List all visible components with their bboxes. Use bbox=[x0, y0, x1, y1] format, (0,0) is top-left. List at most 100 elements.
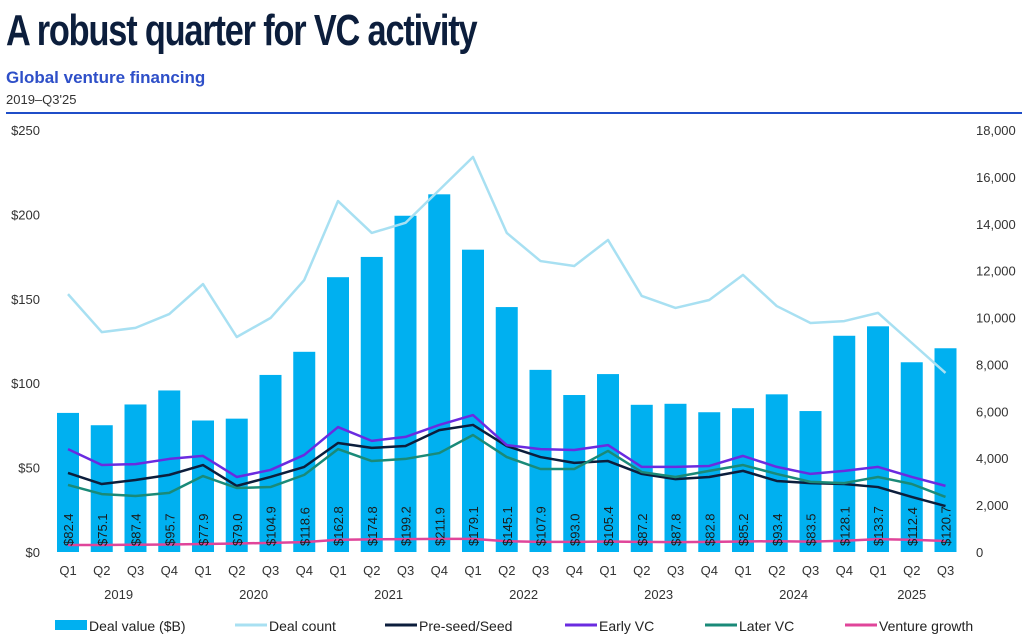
legend-label: Pre-seed/Seed bbox=[419, 618, 512, 634]
legend-item: Early VC bbox=[565, 618, 654, 634]
deal-value-bar bbox=[192, 420, 214, 552]
x-axis-quarter-label: Q3 bbox=[667, 563, 684, 578]
chart-subtitle: Global venture financing bbox=[6, 68, 206, 87]
deal-value-bar bbox=[563, 395, 586, 552]
deal-value-bar bbox=[529, 369, 552, 552]
deal-value-bar bbox=[495, 307, 518, 552]
deal-value-bar bbox=[867, 326, 889, 552]
x-axis-year-label: 2020 bbox=[239, 587, 268, 602]
legend: Deal value ($B) Deal count Pre-seed/Seed Ea… bbox=[55, 618, 973, 634]
x-axis-year-label: 2019 bbox=[104, 587, 133, 602]
x-axis-quarter-label: Q2 bbox=[903, 563, 920, 578]
bar-value-label: $93.4 bbox=[770, 513, 785, 546]
legend-label: Venture growth bbox=[879, 618, 973, 634]
x-axis-quarter-label: Q1 bbox=[194, 563, 211, 578]
bar-value-label: $93.0 bbox=[567, 513, 582, 546]
x-axis-quarter-label: Q1 bbox=[869, 563, 886, 578]
deal-value-bar bbox=[597, 374, 619, 552]
x-axis-quarter-label: Q3 bbox=[937, 563, 954, 578]
legend-item: Venture growth bbox=[845, 618, 973, 634]
deal-value-bar bbox=[158, 390, 181, 552]
x-axis-quarter-label: Q3 bbox=[532, 563, 549, 578]
bar-value-label: $199.2 bbox=[399, 506, 414, 546]
right-axis-tick-label: 10,000 bbox=[976, 311, 1016, 326]
x-axis-quarter-label: Q2 bbox=[363, 563, 380, 578]
legend-item: Deal value ($B) bbox=[55, 618, 186, 634]
x-axis-quarter-label: Q4 bbox=[296, 563, 313, 578]
deal-value-bar bbox=[57, 412, 79, 552]
deal-value-bar bbox=[90, 425, 113, 552]
right-axis-tick-label: 14,000 bbox=[976, 217, 1016, 232]
x-axis-quarter-label: Q4 bbox=[836, 563, 853, 578]
x-axis-year-label: 2021 bbox=[374, 587, 403, 602]
right-axis-tick-label: 12,000 bbox=[976, 264, 1016, 279]
series-lines bbox=[67, 155, 947, 547]
legend-item: Deal count bbox=[235, 618, 336, 634]
bar-value-label: $162.8 bbox=[331, 506, 346, 546]
deal-value-bar bbox=[462, 249, 484, 552]
later-vc-line bbox=[67, 433, 946, 499]
early-vc-line bbox=[67, 413, 946, 488]
x-axis-quarter-label: Q4 bbox=[701, 563, 718, 578]
date-range: 2019–Q3'25 bbox=[6, 92, 77, 107]
legend-label: Early VC bbox=[599, 618, 654, 634]
bar-value-label: $85.2 bbox=[736, 513, 751, 546]
legend-label: Deal count bbox=[269, 618, 336, 634]
x-axis: Q1 Q2 Q3 Q4 Q1 Q2 Q3 Q4 Q1 Q2 Q3 Q4 Q1 Q2 Q3 Q4 Q1 Q2 Q3 Q4… bbox=[59, 563, 954, 602]
deal-value-bar bbox=[327, 277, 349, 552]
bar-value-label: $105.4 bbox=[601, 506, 616, 546]
deal-value-bar bbox=[259, 374, 282, 552]
bar-value-label: $118.6 bbox=[297, 507, 312, 546]
x-axis-quarter-label: Q3 bbox=[127, 563, 144, 578]
bar-value-label: $128.1 bbox=[837, 506, 852, 546]
venture-growth-line bbox=[68, 537, 946, 547]
page-title: A robust quarter for VC activity bbox=[6, 6, 478, 55]
deal-value-bar bbox=[900, 362, 923, 552]
x-axis-quarter-label: Q2 bbox=[633, 563, 650, 578]
deal-value-bar bbox=[732, 408, 754, 552]
bar-value-label: $107.9 bbox=[534, 506, 549, 546]
right-axis-tick-label: 8,000 bbox=[976, 357, 1009, 372]
x-axis-quarter-label: Q1 bbox=[599, 563, 616, 578]
bar-value-label: $79.0 bbox=[230, 513, 245, 546]
bar-value-label: $145.1 bbox=[500, 506, 515, 546]
deal-value-bar bbox=[833, 335, 856, 552]
x-axis-quarter-label: Q1 bbox=[464, 563, 481, 578]
bar-value-label: $77.9 bbox=[196, 513, 211, 546]
bar-value-label: $87.8 bbox=[669, 513, 684, 546]
bar-value-label: $120.7 bbox=[939, 506, 954, 546]
right-axis-tick-label: 2,000 bbox=[976, 498, 1009, 513]
legend-label: Deal value ($B) bbox=[89, 618, 186, 634]
left-axis-tick-label: $0 bbox=[26, 545, 40, 560]
bar-value-label: $75.1 bbox=[95, 513, 110, 546]
deal-value-bar bbox=[630, 404, 653, 552]
bar-value-label: $211.9 bbox=[432, 507, 447, 546]
x-axis-quarter-label: Q2 bbox=[498, 563, 515, 578]
deal-value-bar bbox=[394, 215, 417, 552]
bar-value-label: $83.5 bbox=[804, 513, 819, 546]
x-axis-quarter-label: Q3 bbox=[397, 563, 414, 578]
left-axis-tick-label: $250 bbox=[11, 123, 40, 138]
deal-value-bar bbox=[428, 194, 451, 552]
bar-value-label: $87.2 bbox=[635, 513, 650, 546]
x-axis-quarter-label: Q4 bbox=[161, 563, 178, 578]
x-axis-year-label: 2022 bbox=[509, 587, 538, 602]
x-axis-quarter-label: Q1 bbox=[329, 563, 346, 578]
x-axis-quarter-label: Q1 bbox=[734, 563, 751, 578]
legend-label: Later VC bbox=[739, 618, 794, 634]
deal-value-bar bbox=[698, 412, 721, 552]
x-axis-quarter-label: Q2 bbox=[93, 563, 110, 578]
x-axis-quarter-label: Q2 bbox=[768, 563, 785, 578]
left-axis-tick-label: $200 bbox=[11, 207, 40, 222]
right-axis: 0 2,000 4,000 6,000 8,000 10,000 12,000 14,000 1… bbox=[976, 123, 1016, 560]
left-axis-tick-label: $50 bbox=[18, 461, 40, 476]
right-axis-tick-label: 4,000 bbox=[976, 451, 1009, 466]
legend-item: Later VC bbox=[705, 618, 794, 634]
bar-value-label: $82.8 bbox=[702, 513, 717, 546]
header-divider bbox=[6, 112, 1022, 114]
x-axis-quarter-label: Q3 bbox=[262, 563, 279, 578]
x-axis-year-label: 2023 bbox=[644, 587, 673, 602]
x-axis-quarter-label: Q4 bbox=[431, 563, 448, 578]
bar-value-label: $82.4 bbox=[61, 513, 76, 546]
right-axis-tick-label: 16,000 bbox=[976, 170, 1016, 185]
